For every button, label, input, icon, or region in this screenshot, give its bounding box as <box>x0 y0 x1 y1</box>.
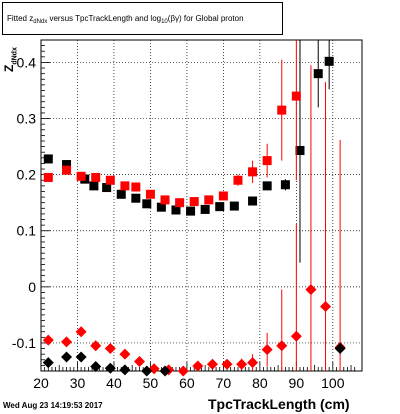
data-point <box>280 180 290 190</box>
data-point <box>90 361 102 373</box>
data-point <box>277 105 287 115</box>
data-point <box>236 358 248 370</box>
data-point <box>42 334 54 346</box>
data-point <box>75 351 87 363</box>
data-point <box>171 205 181 215</box>
x-tick-label: 40 <box>106 375 122 391</box>
x-tick-label: 30 <box>70 375 86 391</box>
y-tick-label: -0.1 <box>12 335 36 351</box>
data-point <box>61 351 73 363</box>
x-tick-label: 60 <box>179 375 195 391</box>
data-point <box>89 181 99 191</box>
data-point <box>221 358 233 370</box>
data-point <box>131 193 141 203</box>
x-axis-label: TpcTrackLength (cm) <box>208 396 350 412</box>
data-point <box>145 189 155 199</box>
x-tick-label: 70 <box>216 375 232 391</box>
data-point <box>62 165 72 175</box>
data-point <box>159 365 171 377</box>
data-point <box>324 56 334 66</box>
data-point <box>42 357 54 369</box>
data-point <box>215 202 225 212</box>
data-point <box>90 340 102 352</box>
data-point <box>186 206 196 216</box>
data-point <box>131 182 141 192</box>
data-point <box>62 160 72 170</box>
data-point <box>189 197 199 207</box>
data-point <box>104 343 116 355</box>
data-point <box>291 91 301 101</box>
data-point <box>262 181 272 191</box>
data-point <box>116 189 126 199</box>
y-tick-label: 0.2 <box>17 167 37 183</box>
data-point <box>119 364 131 376</box>
data-point <box>43 154 53 164</box>
data-point <box>305 284 317 296</box>
data-point <box>76 171 86 181</box>
y-tick-label: 0.4 <box>17 54 37 70</box>
x-tick-label: 20 <box>33 375 49 391</box>
data-point <box>43 172 53 182</box>
data-markers <box>42 40 346 377</box>
x-tick-label: 90 <box>289 375 305 391</box>
x-tick-label: 100 <box>321 375 345 391</box>
data-point <box>141 365 153 377</box>
data-point <box>177 365 189 377</box>
data-point <box>248 167 258 177</box>
data-point <box>248 196 258 206</box>
data-point <box>313 69 323 79</box>
data-point <box>142 199 152 209</box>
data-point <box>156 202 166 212</box>
x-tick-label: 50 <box>143 375 159 391</box>
data-point <box>261 344 273 356</box>
date-stamp: Wed Aug 23 14:19:53 2017 <box>3 401 103 410</box>
data-point <box>229 201 239 211</box>
data-point <box>295 146 305 156</box>
data-point <box>334 343 346 355</box>
data-point <box>233 175 243 185</box>
data-point <box>120 181 130 191</box>
data-point <box>276 340 288 352</box>
axis-tick-labels: 20 30 40 50 60 70 80 90 100 -0.1 0 0.1 0.2 0.3 0.4 <box>12 54 345 391</box>
data-point <box>200 204 210 214</box>
data-point <box>91 172 101 182</box>
data-point <box>262 156 272 166</box>
data-point <box>133 355 145 367</box>
y-tick-label: 0.1 <box>17 223 37 239</box>
data-point <box>61 336 73 348</box>
y-tick-label: 0.3 <box>17 111 37 127</box>
x-tick-label: 80 <box>252 375 268 391</box>
data-point <box>320 300 332 312</box>
title-box: Fitted zdNdx versus TpcTrackLength and l… <box>2 2 283 35</box>
data-point <box>75 326 87 338</box>
data-point <box>204 195 214 205</box>
data-point <box>119 348 131 360</box>
y-tick-label: 0 <box>28 279 36 295</box>
data-point <box>102 183 112 193</box>
data-point <box>104 362 116 374</box>
data-point <box>160 195 170 205</box>
data-point <box>247 357 259 369</box>
data-point <box>290 330 302 342</box>
data-point <box>218 191 228 201</box>
y-axis-label: ZdNdx <box>2 47 19 72</box>
data-point <box>175 198 185 208</box>
data-point <box>192 360 204 372</box>
axis-ticks <box>40 39 356 372</box>
chart-title: Fitted zdNdx versus TpcTrackLength and l… <box>7 14 244 25</box>
data-point <box>105 175 115 185</box>
data-point <box>206 358 218 370</box>
